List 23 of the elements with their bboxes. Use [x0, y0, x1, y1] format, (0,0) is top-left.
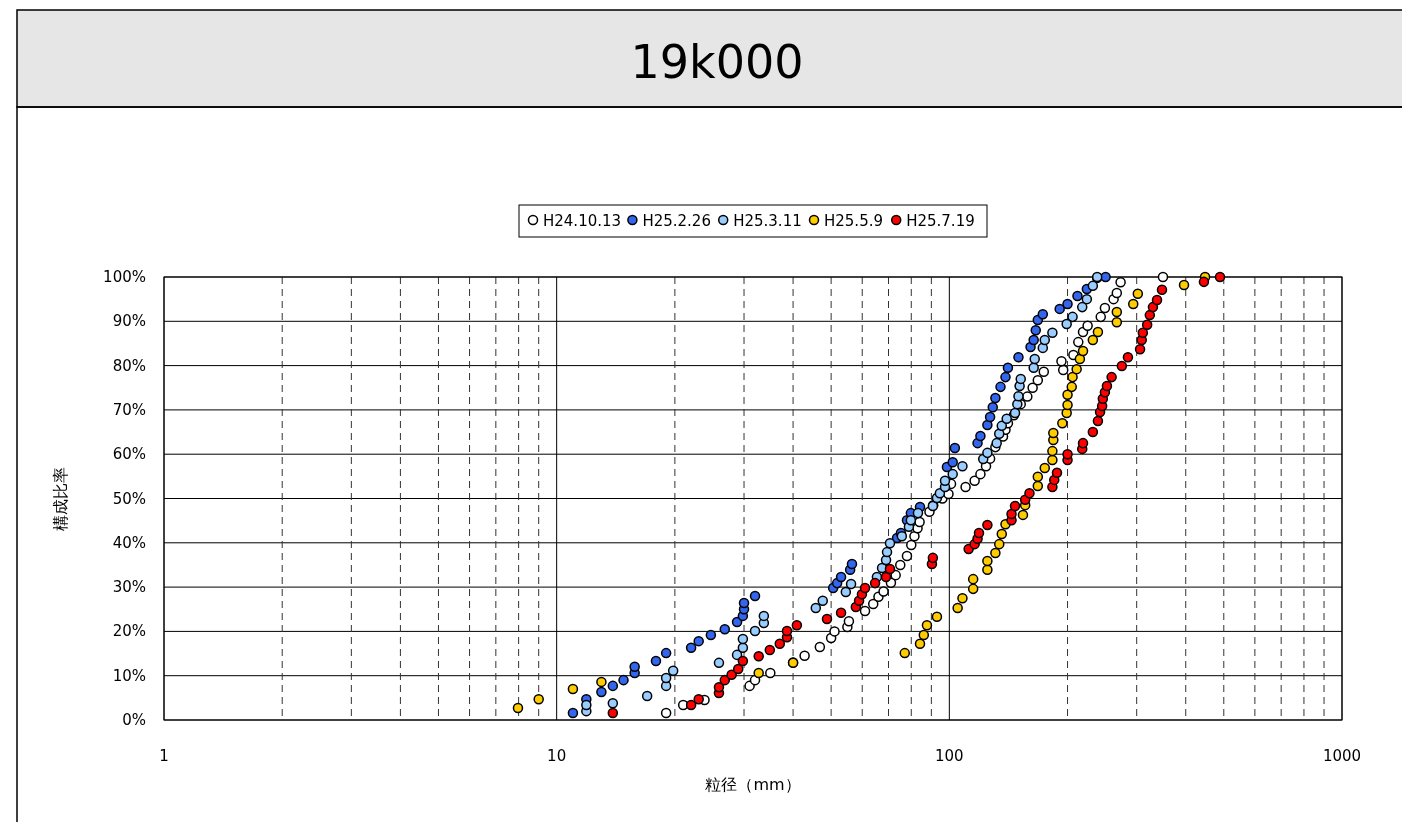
y-tick-label: 10%	[112, 666, 146, 685]
chart-title: 19k000	[630, 35, 804, 89]
y-tick-label: 20%	[112, 622, 146, 641]
legend-label: H25.2.26	[642, 212, 711, 230]
x-tick-label: 1000	[1322, 747, 1362, 765]
y-axis-title: 構成比率	[51, 466, 70, 531]
x-tick-label: 100	[935, 747, 964, 765]
y-tick-label: 80%	[112, 356, 146, 375]
y-tick-label: 60%	[112, 445, 146, 464]
x-axis-title: 粒径（mm）	[705, 775, 801, 794]
x-tick-label: 1	[159, 747, 169, 765]
y-tick-label: 50%	[112, 489, 146, 508]
y-tick-label: 0%	[122, 711, 146, 729]
legend-label: H25.7.19	[906, 212, 975, 230]
legend-label: H24.10.13	[543, 212, 622, 230]
y-tick-label: 30%	[112, 578, 146, 597]
legend-label: H25.3.11	[733, 212, 802, 230]
y-tick-label: 40%	[112, 533, 146, 552]
legend-label: H25.5.9	[824, 212, 883, 230]
x-tick-label: 10	[547, 747, 567, 765]
y-tick-label: 70%	[112, 400, 146, 419]
y-tick-label: 100%	[103, 268, 146, 286]
y-tick-label: 90%	[112, 312, 146, 331]
